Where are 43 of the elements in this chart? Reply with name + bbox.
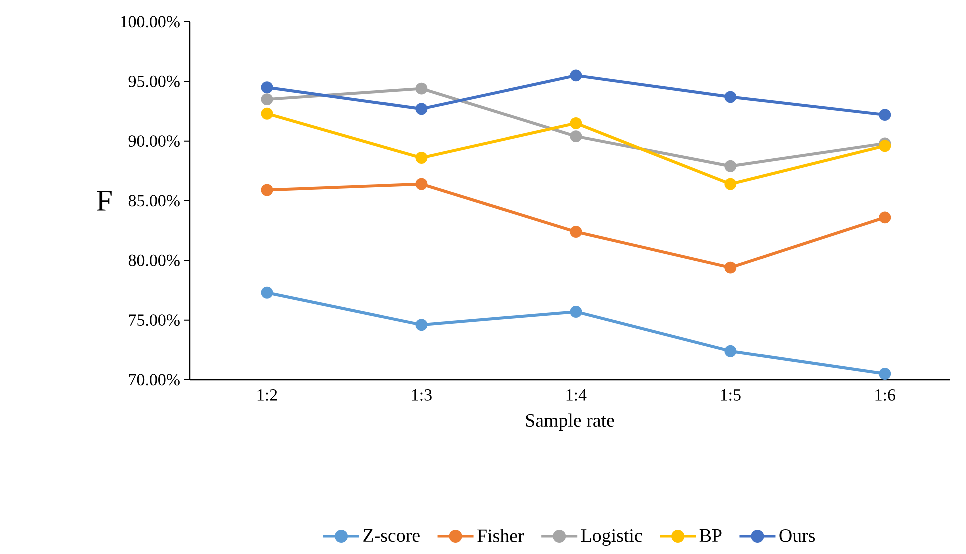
point bbox=[879, 109, 892, 122]
legend-label: Logistic bbox=[581, 529, 642, 546]
legend-label: Z-score bbox=[364, 530, 420, 542]
point bbox=[724, 178, 737, 190]
x-tick-label: 1:3 bbox=[412, 390, 432, 401]
point bbox=[261, 94, 274, 106]
x-axis-title: Sample rate bbox=[526, 414, 614, 431]
point bbox=[416, 178, 428, 190]
point bbox=[570, 226, 582, 238]
y-axis-title: F bbox=[97, 191, 112, 211]
point bbox=[261, 184, 274, 196]
point bbox=[570, 70, 582, 82]
y-tick-label: 75.00% bbox=[129, 314, 180, 326]
y-tick-label: 100.00% bbox=[121, 16, 180, 28]
x-tick-label: 1:2 bbox=[258, 390, 278, 401]
point bbox=[416, 319, 428, 332]
point bbox=[261, 82, 274, 94]
point bbox=[416, 82, 428, 95]
point bbox=[416, 103, 428, 116]
point bbox=[879, 368, 892, 380]
point bbox=[879, 212, 892, 224]
point bbox=[724, 345, 737, 358]
point bbox=[724, 262, 737, 274]
y-tick-label: 80.00% bbox=[128, 254, 180, 266]
x-tick-label: 1:5 bbox=[721, 390, 741, 401]
x-tick-label: 1:4 bbox=[566, 390, 587, 401]
point bbox=[570, 117, 582, 130]
point bbox=[724, 160, 737, 172]
point bbox=[724, 91, 737, 104]
point bbox=[261, 108, 274, 120]
y-tick-label: 70.00% bbox=[129, 374, 180, 386]
legend-label: Fisher bbox=[478, 529, 524, 542]
point bbox=[570, 130, 582, 143]
y-tick-label: 90.00% bbox=[128, 136, 180, 148]
y-tick-label: 95.00% bbox=[128, 76, 180, 88]
y-tick-label: 85.00% bbox=[128, 195, 180, 207]
legend-label: BP bbox=[700, 530, 722, 542]
legend-label: Ours bbox=[780, 529, 816, 542]
point bbox=[570, 306, 582, 318]
point bbox=[261, 286, 274, 299]
x-tick-label: 1:6 bbox=[876, 390, 896, 401]
point bbox=[416, 152, 428, 164]
point bbox=[879, 140, 892, 152]
